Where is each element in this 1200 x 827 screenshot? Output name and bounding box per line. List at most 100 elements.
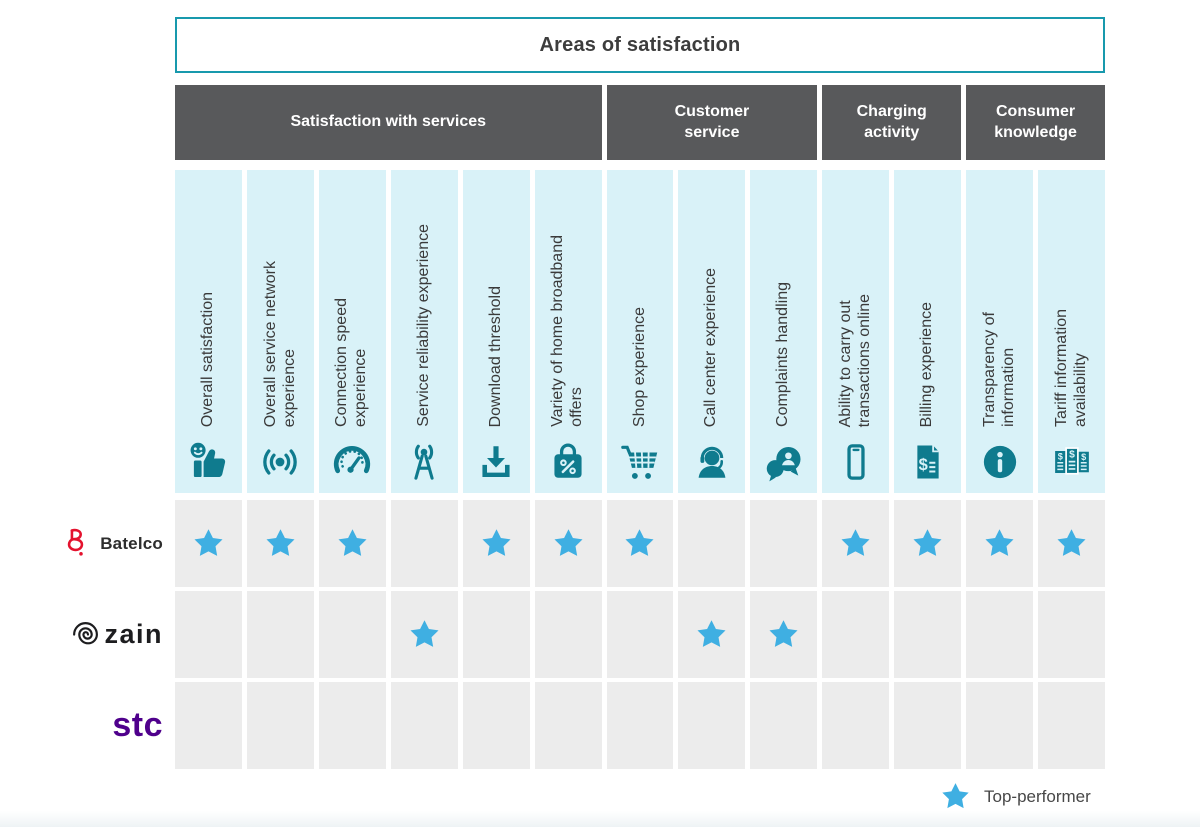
cell-stc-connection-speed-experience xyxy=(318,682,386,769)
cell-stc-variety-of-home-broadband-offers xyxy=(534,682,602,769)
column-header-complaints-handling: Complaints handling xyxy=(750,170,818,493)
operator-row-stc: stc xyxy=(0,682,1105,769)
group-header-satisfaction-with-services: Satisfaction with services xyxy=(175,85,602,160)
legend-label: Top-performer xyxy=(984,786,1091,806)
operator-label-zain: zain xyxy=(0,591,175,678)
cell-batelco-billing-experience xyxy=(894,500,962,587)
cell-zain-overall-service-network-experience xyxy=(246,591,314,678)
column-header-row: Overall satisfaction Overall service netw… xyxy=(175,170,1105,493)
column-label: Tariff information availability xyxy=(1053,309,1091,427)
top-performer-star-icon xyxy=(983,527,1016,560)
column-label-line: offers xyxy=(568,387,586,427)
batelco-logo: Batelco xyxy=(64,527,163,560)
cell-batelco-call-center-experience xyxy=(678,500,746,587)
cell-batelco-download-threshold xyxy=(462,500,530,587)
column-label: Transparency of information xyxy=(981,312,1019,427)
column-label: Download threshold xyxy=(487,286,506,427)
top-performer-star-icon xyxy=(336,527,369,560)
cell-stc-overall-service-network-experience xyxy=(246,682,314,769)
top-performer-star-icon xyxy=(940,781,971,812)
smartphone-icon xyxy=(834,440,878,484)
cell-stc-call-center-experience xyxy=(678,682,746,769)
cell-zain-variety-of-home-broadband-offers xyxy=(534,591,602,678)
cell-zain-overall-satisfaction xyxy=(175,591,242,678)
cell-stc-service-reliability-experience xyxy=(390,682,458,769)
column-header-transparency-of-information: Transparency of information xyxy=(966,170,1034,493)
top-performer-star-icon xyxy=(623,527,656,560)
row-cells xyxy=(175,500,1105,587)
group-header-charging-activity: Charging activity xyxy=(822,85,962,160)
cell-stc-billing-experience xyxy=(894,682,962,769)
cell-batelco-service-reliability-experience xyxy=(390,500,458,587)
column-label-line: Connection speed xyxy=(333,298,351,427)
title-box: Areas of satisfaction xyxy=(175,17,1105,73)
column-label-line: Download threshold xyxy=(486,285,504,427)
column-header-variety-of-home-broadband-offers: Variety of home broadband offers xyxy=(534,170,602,493)
stc-logo: stc xyxy=(112,706,163,744)
cell-stc-complaints-handling xyxy=(750,682,818,769)
column-label-line: Variety of home broadband xyxy=(549,235,567,427)
column-label-line: Complaints handling xyxy=(774,282,792,427)
column-label-line: Tariff information xyxy=(1052,309,1070,427)
column-header-tariff-information-availability: Tariff information availability $ $ $ xyxy=(1038,170,1105,493)
column-label-line: Service reliability experience xyxy=(414,224,432,427)
column-label-line: information xyxy=(999,347,1017,427)
cell-batelco-connection-speed-experience xyxy=(318,500,386,587)
column-label: Shop experience xyxy=(631,307,650,427)
column-label-line: availability xyxy=(1071,353,1089,427)
tariff-sheets-icon: $ $ $ xyxy=(1050,440,1094,484)
cell-zain-tariff-information-availability xyxy=(1038,591,1105,678)
shopping-bag-discount-icon xyxy=(546,440,590,484)
batelco-logo-icon xyxy=(64,527,91,560)
column-header-billing-experience: Billing experience $ xyxy=(894,170,962,493)
top-performer-star-icon xyxy=(552,527,585,560)
top-performer-star-icon xyxy=(192,527,225,560)
antenna-tower-icon xyxy=(402,440,446,484)
chat-bubbles-icon xyxy=(762,440,806,484)
zain-logo: zain xyxy=(70,619,163,650)
operator-name: Batelco xyxy=(100,533,163,553)
group-header-consumer-knowledge: Consumer knowledge xyxy=(966,85,1105,160)
column-label: Call center experience xyxy=(702,268,721,427)
top-performer-star-icon xyxy=(264,527,297,560)
top-performer-star-icon xyxy=(695,618,728,651)
cell-stc-tariff-information-availability xyxy=(1038,682,1105,769)
cell-batelco-complaints-handling xyxy=(750,500,818,587)
column-label: Variety of home broadband offers xyxy=(549,235,587,427)
cell-zain-shop-experience xyxy=(606,591,674,678)
column-label-line: Overall satisfaction xyxy=(199,291,217,427)
column-label-line: Overall service network xyxy=(261,260,279,427)
group-header-row: Satisfaction with services Customer servi… xyxy=(175,85,1105,160)
cell-zain-connection-speed-experience xyxy=(318,591,386,678)
group-header-label: Charging activity xyxy=(856,102,927,141)
column-label-line: Ability to carry out xyxy=(836,299,854,427)
group-header-label: Satisfaction with services xyxy=(290,113,487,131)
top-performer-star-icon xyxy=(408,618,441,651)
column-label-line: Transparency of xyxy=(980,311,998,427)
svg-text:$: $ xyxy=(1069,450,1075,461)
operator-label-batelco: Batelco xyxy=(0,500,175,587)
group-header-label: Consumer knowledge xyxy=(994,102,1077,141)
speedometer-icon xyxy=(330,440,374,484)
cell-zain-call-center-experience xyxy=(678,591,746,678)
group-header-customer-service: Customer service xyxy=(606,85,818,160)
column-label: Service reliability experience xyxy=(415,224,434,427)
info-circle-icon xyxy=(978,440,1022,484)
cell-zain-transparency-of-information xyxy=(966,591,1034,678)
cell-zain-billing-experience xyxy=(894,591,962,678)
cell-zain-complaints-handling xyxy=(750,591,818,678)
top-performer-star-icon xyxy=(839,527,872,560)
zain-spiral-icon xyxy=(70,619,101,650)
column-header-overall-service-network-experience: Overall service network experience xyxy=(246,170,314,493)
column-header-connection-speed-experience: Connection speed experience xyxy=(318,170,386,493)
download-icon xyxy=(474,440,518,484)
column-label-line: experience xyxy=(352,348,370,427)
row-cells xyxy=(175,591,1105,678)
thumbs-up-person-icon xyxy=(186,440,230,484)
cell-zain-ability-to-carry-out-transactions-online xyxy=(822,591,890,678)
shopping-cart-icon xyxy=(618,440,662,484)
column-label: Overall satisfaction xyxy=(199,292,218,427)
top-performer-star-icon xyxy=(767,618,800,651)
cell-zain-download-threshold xyxy=(462,591,530,678)
